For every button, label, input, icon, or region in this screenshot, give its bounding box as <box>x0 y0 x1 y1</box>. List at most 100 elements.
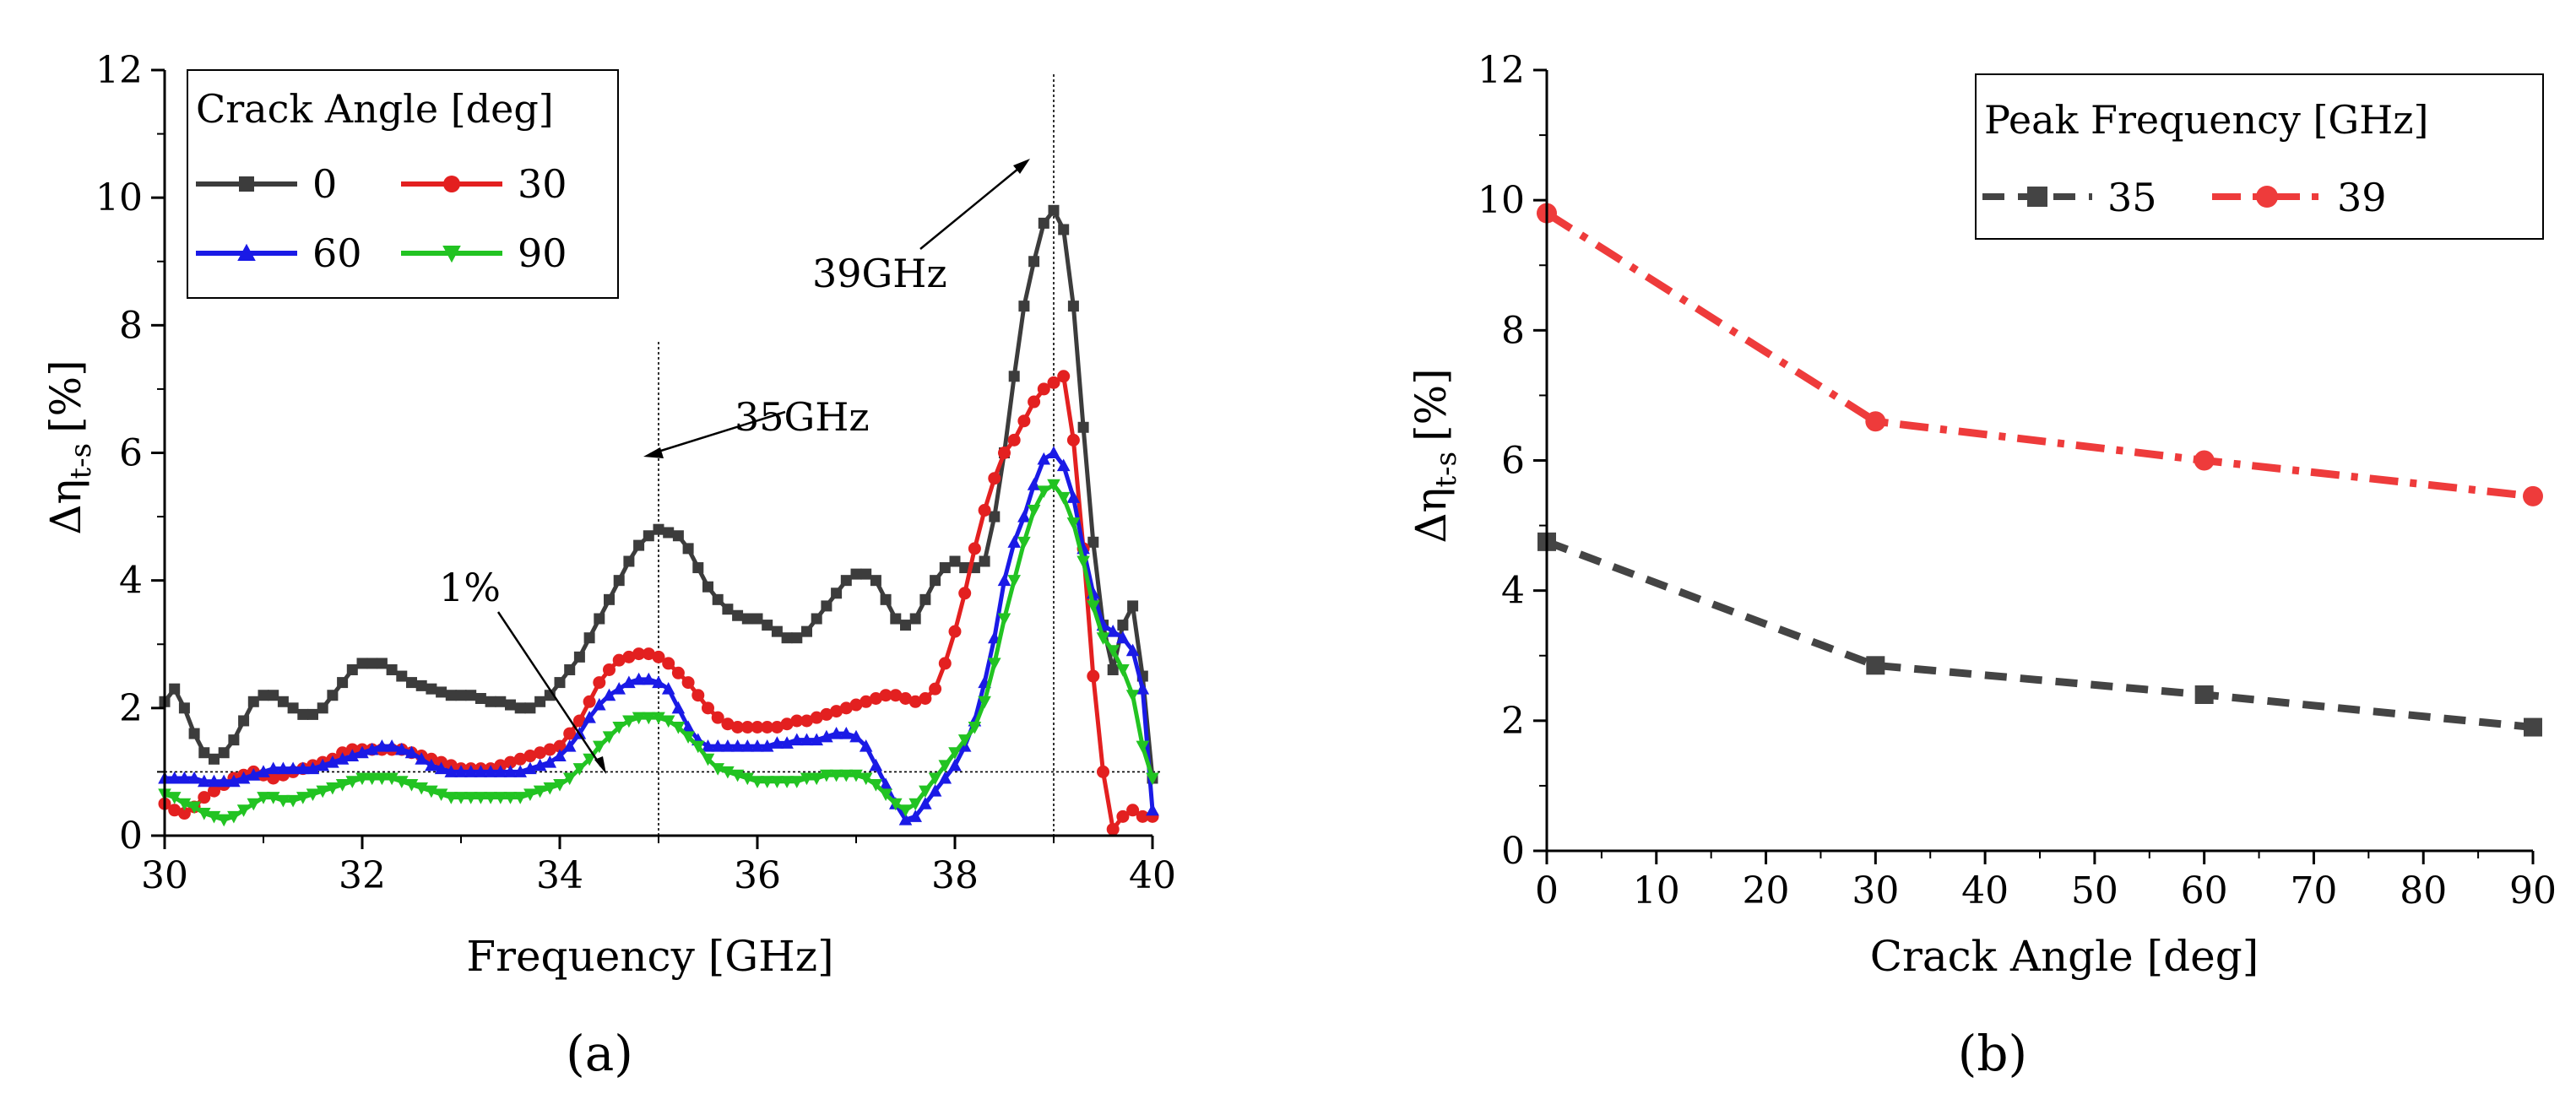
series-30-point <box>978 504 991 517</box>
series-30-point <box>572 714 586 728</box>
series-60-point <box>661 682 675 695</box>
series-30-point <box>523 750 537 763</box>
series-35ghz-point <box>2524 717 2542 737</box>
chart-b-x-tick-label: 40 <box>1961 869 2009 912</box>
chart-b-x-tick-label: 20 <box>1743 869 1790 912</box>
series-90-deg <box>158 479 1159 827</box>
series-30-point <box>998 447 1011 459</box>
series-0-point <box>198 747 210 759</box>
series-90-point <box>454 792 468 804</box>
series-0-point <box>979 555 990 567</box>
series-90-point <box>957 734 972 747</box>
chart-b-ylabel-main: Δη <box>1407 488 1456 544</box>
series-35ghz-line <box>1545 538 2534 732</box>
series-0-point <box>672 530 684 542</box>
series-90-point <box>919 785 932 799</box>
series-90-point <box>1146 772 1159 786</box>
series-90-point <box>721 766 735 779</box>
series-90-point <box>652 712 665 725</box>
chart-b-ylabel-sub: t-s <box>1429 452 1463 488</box>
series-60-point <box>276 761 290 775</box>
series-90-point <box>1066 517 1081 530</box>
chart-b-y-tick-label: 0 <box>1501 830 1525 873</box>
series-30-point <box>1007 433 1021 447</box>
series-60-point <box>187 771 201 784</box>
series-60-point <box>425 758 438 771</box>
series-60-point <box>217 774 230 788</box>
series-0-point <box>653 523 664 535</box>
series-0-point <box>376 658 388 669</box>
series-30-point <box>948 625 962 638</box>
series-0-point <box>850 568 862 580</box>
series-90-point <box>1076 555 1090 569</box>
series-90-point <box>988 658 1001 671</box>
series-60-point <box>632 672 646 685</box>
chart-a-y-tick-label: 12 <box>95 49 143 92</box>
series-30-point <box>849 698 863 712</box>
series-30-point <box>593 676 606 690</box>
series-0-point <box>406 677 417 689</box>
series-0-point <box>573 651 585 663</box>
legend-label-35ghz: 35 <box>2107 175 2157 220</box>
series-60-point <box>751 739 764 752</box>
chart-a-y-tick-label: 6 <box>119 432 143 475</box>
series-30-point <box>751 721 764 734</box>
series-60-point <box>375 739 389 752</box>
series-90-point <box>612 722 626 734</box>
series-39ghz-point <box>2194 450 2215 471</box>
series-0-point <box>436 686 447 698</box>
series-60-point <box>434 761 448 775</box>
series-0-point <box>1008 371 1020 382</box>
series-0-point <box>1028 256 1040 268</box>
series-90-point <box>1125 690 1140 702</box>
chart-a-ylabel-main: Δη <box>41 479 90 535</box>
series-60-point <box>553 749 567 762</box>
series-30-point <box>869 691 882 705</box>
series-90-point <box>296 792 310 804</box>
series-0-point <box>258 690 269 701</box>
series-30-point <box>267 771 280 785</box>
series-30-point <box>1017 414 1031 428</box>
chart-a-x-tick-label: 32 <box>339 854 386 897</box>
series-30-point <box>534 746 547 760</box>
chart-b: 0 10 20 30 40 50 60 70 80 90 0 2 4 6 8 10 12 Crack Angle… <box>1407 49 2557 1082</box>
series-60-point <box>800 733 814 746</box>
series-60-point <box>681 720 695 734</box>
series-0-point <box>623 555 635 567</box>
series-60-point <box>1007 535 1021 548</box>
series-0-point <box>751 613 763 625</box>
series-60-point <box>790 733 804 746</box>
series-60-point <box>167 771 182 784</box>
series-90-point <box>898 804 913 817</box>
series-0-point <box>989 511 1001 522</box>
series-39ghz-point <box>1865 411 1886 432</box>
series-0-point <box>791 632 803 644</box>
series-0-point <box>712 593 724 605</box>
series-90-point <box>177 798 192 811</box>
series-0-point <box>317 702 328 714</box>
series-30-point <box>761 721 774 734</box>
series-0-point <box>277 696 289 707</box>
series-90-point <box>484 792 497 804</box>
series-60-point <box>306 761 320 775</box>
series-90-point <box>217 814 230 827</box>
chart-b-x-tick-label: 80 <box>2400 869 2447 912</box>
series-90-point <box>572 763 587 776</box>
series-0-point <box>554 677 566 689</box>
series-60-point <box>1047 446 1060 458</box>
series-60-point <box>365 742 379 755</box>
series-60-point <box>1146 803 1159 816</box>
series-90-point <box>276 794 290 808</box>
series-35ghz-point <box>2194 685 2214 704</box>
series-0-point <box>1067 300 1079 312</box>
series-60-point <box>879 777 892 791</box>
series-0-point <box>475 692 486 704</box>
series-90-point <box>968 722 982 734</box>
series-0-point <box>930 575 941 587</box>
series-0-point <box>762 620 773 631</box>
series-90-point <box>543 782 557 795</box>
series-90-point <box>760 776 774 788</box>
series-60-point <box>839 726 854 739</box>
series-30-point <box>1136 809 1149 823</box>
